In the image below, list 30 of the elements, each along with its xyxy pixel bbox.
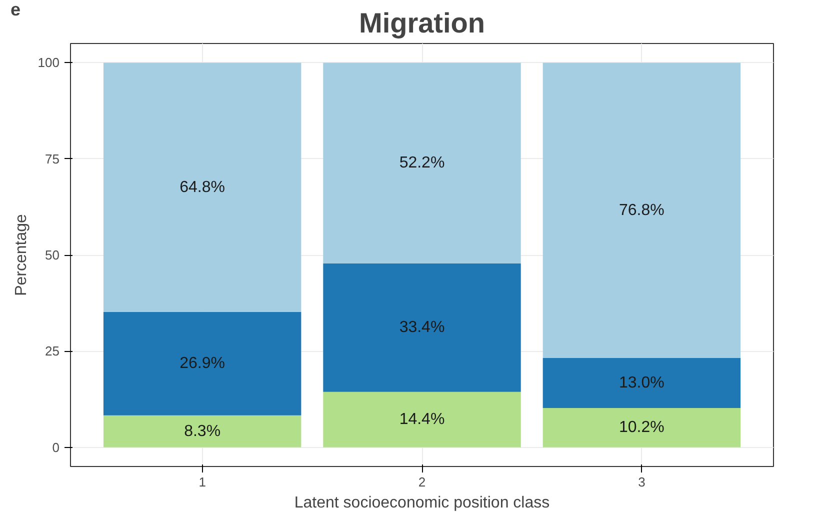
data-label: 13.0% — [619, 374, 664, 392]
data-label: 76.8% — [619, 202, 664, 219]
y-tick-label: 25 — [45, 344, 60, 359]
bar — [103, 312, 302, 416]
x-tick-label: 3 — [638, 474, 646, 490]
y-axis-title: Percentage — [12, 214, 30, 296]
bar — [542, 62, 741, 358]
bar — [542, 408, 741, 448]
text: e — [10, 0, 21, 20]
x-tick-label: 1 — [198, 474, 206, 490]
data-label: 8.3% — [184, 422, 221, 440]
x-tick-label: 2 — [418, 474, 426, 490]
data-label: 64.8% — [180, 178, 226, 196]
bar — [103, 62, 302, 312]
bar — [323, 263, 521, 392]
y-tick-label: 0 — [52, 440, 60, 455]
data-label: 26.9% — [180, 355, 226, 372]
bar — [323, 62, 521, 264]
data-label: 10.2% — [619, 419, 664, 436]
y-tick-label: 100 — [38, 55, 60, 70]
data-label: 33.4% — [399, 319, 445, 336]
x-axis-title: Latent socioeconomic position class — [294, 494, 550, 512]
chart-title: Migration — [359, 8, 486, 38]
bar — [103, 415, 302, 448]
data-label: 14.4% — [399, 411, 445, 428]
data-label: 52.2% — [399, 154, 445, 172]
y-tick-label: 50 — [45, 248, 60, 262]
y-tick-label: 75 — [45, 151, 60, 166]
bar — [542, 358, 741, 408]
bar — [323, 392, 521, 448]
